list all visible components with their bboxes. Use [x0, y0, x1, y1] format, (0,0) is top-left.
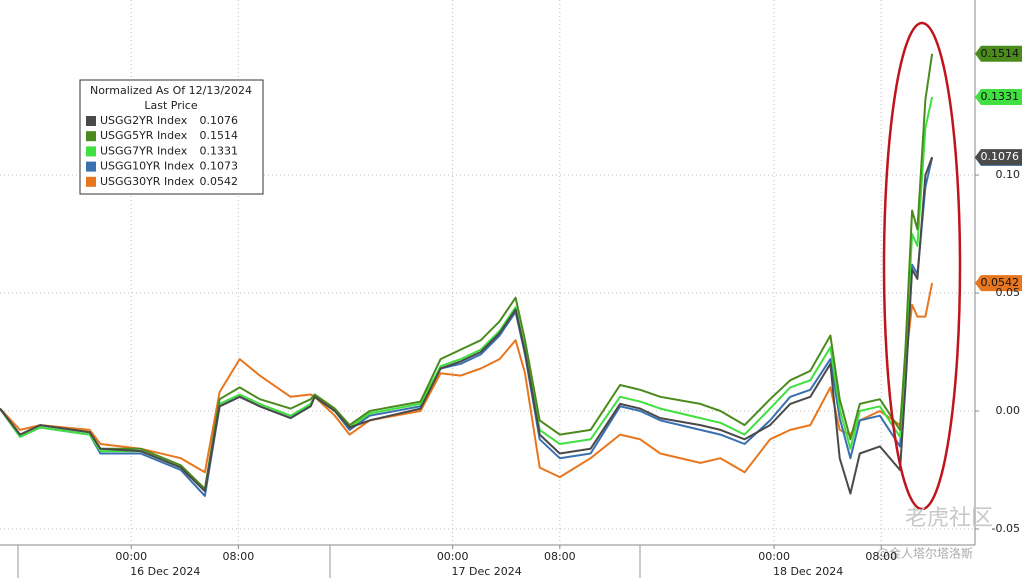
y-tick-label: 0.00: [996, 404, 1021, 417]
x-tick-label: 00:00: [115, 550, 147, 563]
y-tick-label: -0.05: [992, 522, 1020, 535]
legend-swatch: [86, 176, 96, 187]
last-price-label: 0.1514: [981, 47, 1020, 60]
legend-label: USGG5YR Index: [100, 129, 188, 142]
date-label: 18 Dec 2024: [773, 565, 843, 578]
last-price-label: 0.1076: [981, 150, 1020, 163]
legend-swatch: [86, 161, 96, 172]
x-tick-label: 08:00: [223, 550, 255, 563]
date-label: 17 Dec 2024: [452, 565, 522, 578]
x-tick-label: 08:00: [544, 550, 576, 563]
legend-value: 0.1331: [200, 144, 239, 157]
grid: [0, 0, 975, 545]
legend-value: 0.1076: [200, 114, 239, 127]
legend-label: USGG30YR Index: [100, 175, 195, 188]
date-label: 16 Dec 2024: [130, 565, 200, 578]
series-line: [0, 156, 934, 495]
legend-label: USGG10YR Index: [100, 160, 195, 173]
watermark: 老虎社区: [905, 506, 993, 531]
last-price-tag: [975, 88, 1022, 105]
legend-label: USGG7YR Index: [100, 144, 188, 157]
y-tick-label: 0.05: [996, 286, 1021, 299]
x-tick-label: 08:00: [865, 550, 897, 563]
legend-swatch: [86, 131, 96, 142]
x-tick-label: 00:00: [758, 550, 790, 563]
legend-value: 0.0542: [200, 175, 239, 188]
legend-swatch: [86, 146, 96, 157]
last-price-tag: [975, 45, 1022, 62]
last-price-tag: [975, 149, 1022, 166]
legend-subtitle: Last Price: [144, 99, 197, 112]
y-tick-label: 0.10: [996, 168, 1021, 181]
highlight-ellipse: [882, 21, 962, 511]
legend-swatch: [86, 116, 96, 126]
last-price-tag: [975, 275, 1022, 292]
watermark: @金人塔尔塔洛斯: [877, 546, 973, 561]
lines: [0, 53, 934, 497]
x-tick-label: 00:00: [437, 550, 469, 563]
legend-label: USGG2YR Index: [100, 114, 188, 127]
legend: Normalized As Of 12/13/2024 Last Price U…: [79, 79, 264, 195]
legend-value: 0.1514: [200, 129, 239, 142]
legend-box: [79, 79, 264, 195]
last-price-label: 0.0542: [981, 276, 1020, 289]
legend-value: 0.1073: [200, 160, 239, 173]
last-price-label: 0.1331: [981, 90, 1020, 103]
legend-title: Normalized As Of 12/13/2024: [90, 84, 252, 97]
